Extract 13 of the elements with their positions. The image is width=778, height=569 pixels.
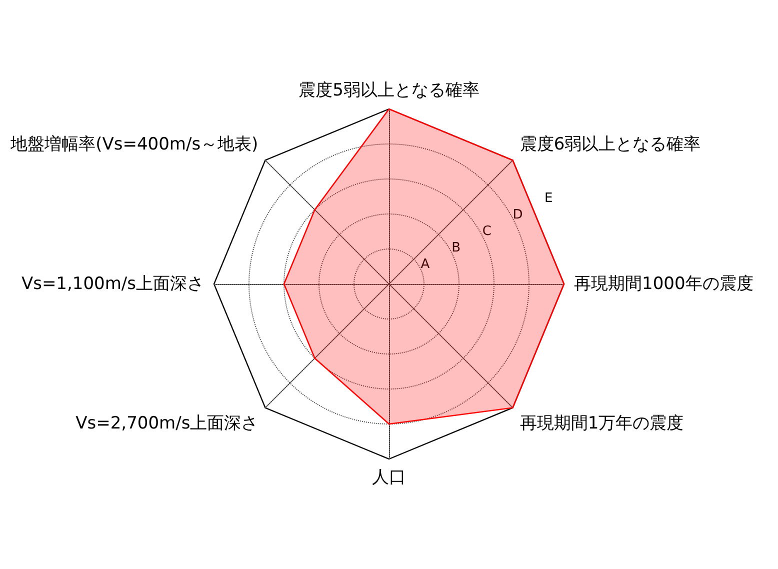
spoke-label: 地盤増幅率(Vs=400m/s～地表)	[10, 134, 258, 155]
y-tick-label: E	[544, 191, 553, 206]
spoke-label: 震度6弱以上となる確率	[520, 134, 701, 155]
spoke-label: Vs=2,700m/s上面深さ	[76, 413, 258, 434]
y-tick-label: D	[512, 208, 523, 223]
y-tick-label: C	[482, 224, 492, 240]
spoke-label: 震度5弱以上となる確率	[298, 80, 480, 100]
spoke-label: Vs=1,100m/s上面深さ	[21, 274, 204, 294]
y-tick-label: A	[420, 257, 430, 272]
spoke-label: 再現期間1万年の震度	[520, 413, 684, 434]
spoke-label: 再現期間1000年の震度	[574, 274, 754, 294]
spoke-label: 人口	[372, 468, 406, 488]
y-tick-label: B	[452, 240, 460, 256]
